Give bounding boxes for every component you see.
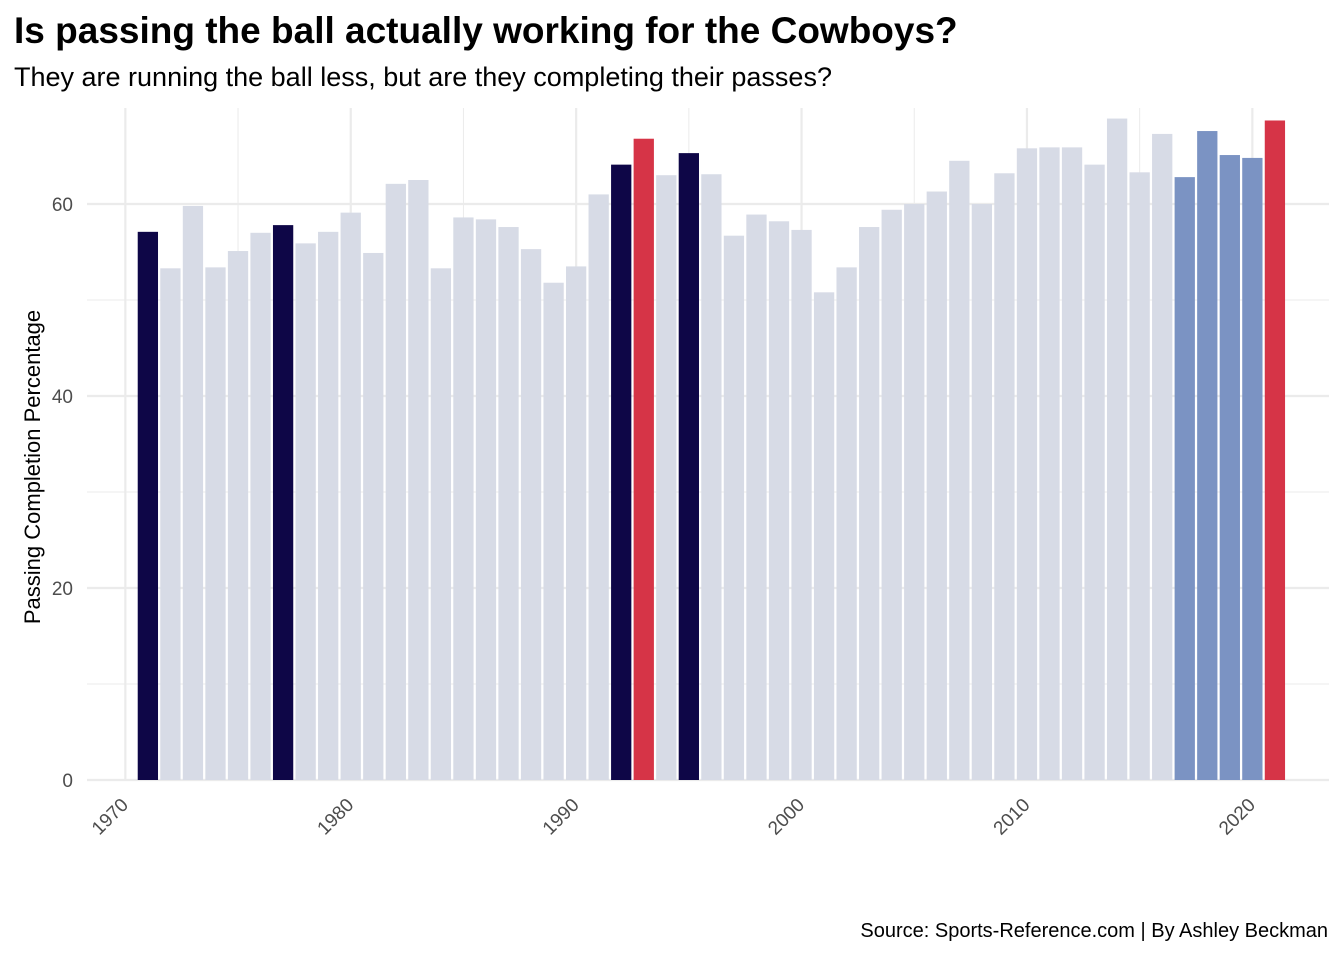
bar-1971 bbox=[137, 231, 159, 781]
x-tick-label: 2010 bbox=[990, 795, 1035, 840]
y-tick-label: 60 bbox=[52, 195, 73, 216]
bar-1981 bbox=[363, 252, 384, 780]
bar-2008 bbox=[971, 204, 993, 780]
x-tick-label: 1970 bbox=[88, 795, 133, 840]
bar-2016 bbox=[1152, 133, 1173, 781]
bar-1991 bbox=[588, 194, 609, 780]
bar-1977 bbox=[272, 225, 294, 780]
bar-1989 bbox=[543, 282, 564, 780]
bar-1983 bbox=[408, 180, 429, 780]
chart-caption: Source: Sports-Reference.com | By Ashley… bbox=[860, 920, 1328, 942]
bar-1997 bbox=[723, 235, 745, 780]
bar-1980 bbox=[340, 212, 361, 780]
bar-2004 bbox=[881, 209, 902, 780]
bar-2009 bbox=[994, 173, 1015, 780]
bar-1996 bbox=[701, 174, 722, 781]
x-axis-ticks: 1970 1980 1990 2000 2010 2020 bbox=[88, 795, 1260, 840]
bar-1998 bbox=[746, 214, 767, 780]
x-tick-label: 2020 bbox=[1215, 795, 1260, 840]
bar-1990 bbox=[565, 266, 587, 780]
bar-2001 bbox=[813, 292, 835, 780]
chart-subtitle: They are running the ball less, but are … bbox=[14, 62, 832, 92]
bar-1974 bbox=[205, 267, 226, 780]
y-axis-ticks: 0 20 40 60 bbox=[52, 195, 73, 792]
bar-2007 bbox=[949, 160, 970, 781]
bar-2020 bbox=[1242, 157, 1263, 781]
y-tick-label: 20 bbox=[52, 579, 73, 600]
bar-2002 bbox=[836, 267, 857, 780]
bar-2015 bbox=[1129, 172, 1150, 780]
bar-1994 bbox=[656, 175, 677, 780]
bar-2012 bbox=[1061, 147, 1083, 781]
bar-2013 bbox=[1084, 164, 1105, 780]
bar-2010 bbox=[1016, 148, 1038, 780]
bar-2000 bbox=[791, 229, 812, 781]
bar-1982 bbox=[385, 183, 406, 781]
bar-1993 bbox=[633, 138, 654, 781]
bar-1988 bbox=[520, 249, 542, 780]
bar-2021 bbox=[1264, 120, 1286, 781]
bar-1979 bbox=[318, 231, 339, 781]
bar-1975 bbox=[227, 251, 249, 781]
x-tick-label: 2000 bbox=[764, 795, 809, 840]
bar-2005 bbox=[904, 204, 925, 780]
x-tick-label: 1990 bbox=[539, 795, 584, 840]
bar-2017 bbox=[1174, 177, 1195, 780]
chart-title: Is passing the ball actually working for… bbox=[14, 10, 958, 51]
bar-2003 bbox=[859, 227, 880, 781]
bar-1986 bbox=[475, 219, 497, 781]
bar-1978 bbox=[295, 243, 316, 781]
bar-1976 bbox=[250, 232, 271, 781]
bar-2014 bbox=[1106, 118, 1128, 780]
bars bbox=[137, 118, 1286, 781]
bar-1987 bbox=[498, 227, 519, 781]
bar-2011 bbox=[1039, 147, 1060, 781]
bar-1972 bbox=[160, 268, 181, 780]
bar-1995 bbox=[678, 153, 699, 780]
bar-2018 bbox=[1197, 131, 1218, 781]
bar-2019 bbox=[1219, 155, 1240, 781]
bar-2006 bbox=[926, 191, 947, 780]
y-tick-label: 40 bbox=[52, 387, 73, 408]
y-axis-title: Passing Completion Percentage bbox=[20, 310, 45, 624]
bar-1999 bbox=[768, 221, 790, 780]
x-tick-label: 1980 bbox=[314, 795, 359, 840]
bar-1984 bbox=[430, 268, 452, 780]
bar-1985 bbox=[453, 217, 474, 780]
y-tick-label: 0 bbox=[62, 771, 73, 792]
bar-1992 bbox=[611, 164, 632, 780]
bar-1973 bbox=[182, 205, 204, 781]
